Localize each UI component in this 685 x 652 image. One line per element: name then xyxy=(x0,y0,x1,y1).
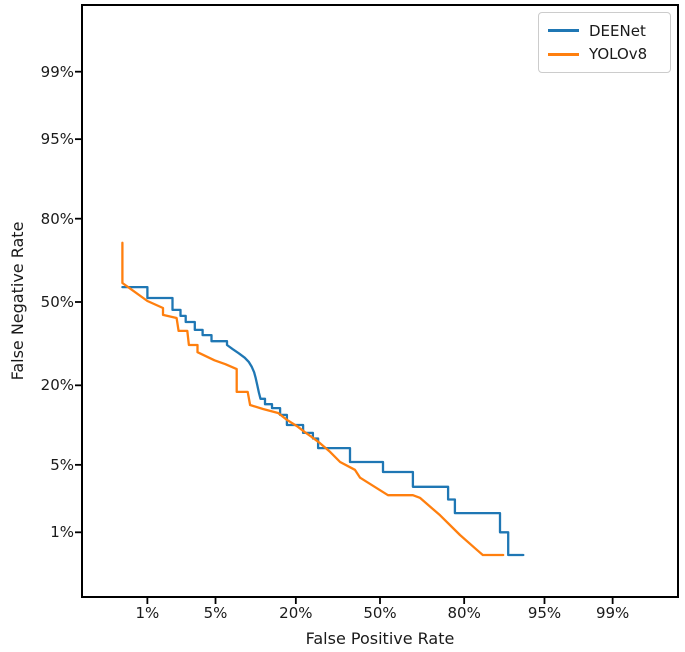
y-tick-label: 80% xyxy=(40,209,74,228)
yolov8-curve xyxy=(121,241,505,557)
x-tick-label: 5% xyxy=(203,604,228,622)
y-tick-label: 20% xyxy=(40,376,74,395)
legend-label: DEENet xyxy=(589,21,646,40)
y-tick-label: 99% xyxy=(40,62,74,81)
x-tick-label: 99% xyxy=(595,604,630,622)
x-tick-label: 50% xyxy=(363,604,397,622)
legend-line-sample xyxy=(548,52,579,56)
legend: DEENet YOLOv8 xyxy=(538,12,671,73)
x-axis-label: False Positive Rate xyxy=(305,629,455,648)
legend-line-sample xyxy=(548,29,579,33)
x-tick-label: 95% xyxy=(527,604,562,622)
y-tick-label: 50% xyxy=(40,293,74,311)
y-axis-label: False Negative Rate xyxy=(8,221,27,381)
y-tick-label: 1% xyxy=(50,523,74,542)
x-tick-label: 1% xyxy=(135,604,160,622)
legend-entry: YOLOv8 xyxy=(548,45,661,63)
x-tick-label: 20% xyxy=(279,604,313,622)
legend-label: YOLOv8 xyxy=(589,45,648,64)
x-tick-label: 80% xyxy=(447,604,481,622)
legend-entry: DEENet xyxy=(548,22,661,40)
y-tick-label: 95% xyxy=(40,130,74,149)
y-tick-label: 5% xyxy=(50,455,74,474)
deenet-curve xyxy=(121,285,525,557)
